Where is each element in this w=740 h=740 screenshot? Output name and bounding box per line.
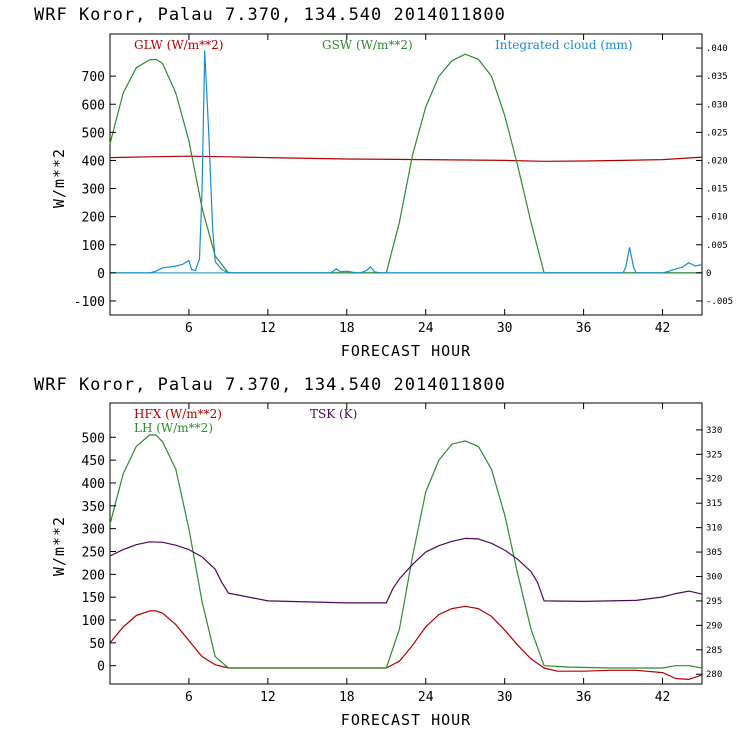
legend-hfx: HFX (W/m**2)	[134, 407, 222, 421]
top-series-line-gsw	[109, 53, 702, 274]
top-series-group	[109, 50, 703, 274]
bottom-x-axis-label: FORECAST HOUR	[341, 711, 471, 729]
bottom-x-tick-label: 42	[655, 690, 671, 705]
bottom-right-tick-label: 305	[706, 548, 722, 558]
top-y-ticks: -100 0 100 200 300 400 500 600 700	[74, 70, 116, 310]
top-x-tick-label: 42	[655, 321, 671, 336]
top-right-tick-label: .040	[706, 44, 728, 54]
top-series-line-glw	[109, 155, 703, 162]
top-y-tick-label: 200	[82, 211, 105, 226]
top-right-tick-label: -.005	[706, 297, 733, 307]
top-y-tick-label: 400	[82, 154, 105, 169]
bottom-right-ticks: 280 285 290 295 300 305 310 315 320 325 330	[696, 426, 722, 680]
bottom-series-line-tsk	[109, 537, 703, 604]
bottom-y-tick-label: 300	[82, 523, 105, 538]
top-right-tick-label: .030	[706, 100, 728, 110]
bottom-x-tick-label: 30	[497, 690, 513, 705]
bottom-x-tick-label: 6	[185, 690, 193, 705]
bottom-right-tick-label: 290	[706, 621, 722, 631]
legend-tsk: TSK (K)	[310, 407, 357, 421]
bottom-y-tick-label: 100	[82, 614, 105, 629]
top-right-tick-label: .005	[706, 241, 728, 251]
top-x-tick-label: 12	[260, 321, 276, 336]
bottom-x-tick-label: 12	[260, 690, 276, 705]
top-x-tick-label: 36	[576, 321, 592, 336]
bottom-y-tick-label: 500	[82, 431, 105, 446]
bottom-series-group	[109, 434, 703, 681]
top-right-tick-label: .020	[706, 156, 728, 166]
bottom-right-tick-label: 325	[706, 450, 722, 460]
bottom-y-axis-label: W/m**2	[50, 516, 68, 576]
top-panel: WRF Koror, Palau 7.370, 134.540 20140118…	[34, 5, 733, 360]
bottom-right-tick-label: 295	[706, 597, 722, 607]
top-y-tick-label: 300	[82, 183, 105, 198]
bottom-y-tick-label: 150	[82, 591, 105, 606]
bottom-right-tick-label: 315	[706, 499, 722, 509]
bottom-plot-frame	[109, 402, 703, 685]
top-y-tick-label: 0	[97, 267, 105, 282]
bottom-right-tick-label: 330	[706, 426, 722, 436]
legend-glw: GLW (W/m**2)	[134, 38, 223, 52]
bottom-right-tick-label: 285	[706, 646, 722, 656]
top-plot-frame	[109, 33, 703, 316]
top-y-tick-label: 500	[82, 126, 105, 141]
top-right-tick-label: .010	[706, 213, 728, 223]
legend-lh: LH (W/m**2)	[134, 421, 213, 435]
bottom-panel: WRF Koror, Palau 7.370, 134.540 20140118…	[34, 375, 722, 729]
top-y-tick-label: 600	[82, 98, 105, 113]
top-y-tick-label: 700	[82, 70, 105, 85]
legend-gsw: GSW (W/m**2)	[322, 38, 413, 52]
bottom-y-tick-label: 0	[97, 660, 105, 675]
top-y-tick-label: 100	[82, 239, 105, 254]
bottom-y-tick-label: 450	[82, 454, 105, 469]
bottom-right-tick-label: 320	[706, 475, 722, 485]
bottom-y-tick-label: 250	[82, 545, 105, 560]
top-x-axis-label: FORECAST HOUR	[341, 342, 471, 360]
bottom-y-tick-label: 350	[82, 500, 105, 515]
bottom-y-tick-label: 400	[82, 477, 105, 492]
bottom-x-tick-label: 18	[339, 690, 355, 705]
bottom-y-tick-label: 200	[82, 568, 105, 583]
bottom-x-tick-label: 24	[418, 690, 434, 705]
top-x-tick-label: 24	[418, 321, 434, 336]
bottom-y-tick-label: 50	[89, 637, 105, 652]
bottom-right-tick-label: 280	[706, 670, 722, 680]
top-right-tick-label: .025	[706, 128, 728, 138]
top-x-tick-label: 6	[185, 321, 193, 336]
top-chart-title: WRF Koror, Palau 7.370, 134.540 20140118…	[34, 5, 506, 25]
bottom-x-tick-label: 36	[576, 690, 592, 705]
bottom-x-ticks: 6 12 18 24 30 36 42	[185, 403, 670, 705]
top-x-tick-label: 30	[497, 321, 513, 336]
top-x-tick-label: 18	[339, 321, 355, 336]
bottom-right-tick-label: 310	[706, 524, 722, 534]
bottom-series-line-hfx	[109, 605, 703, 681]
top-right-ticks: -.005 0 .005 .010 .015 .020 .025 .030 .035 .040	[696, 44, 733, 307]
bottom-chart-title: WRF Koror, Palau 7.370, 134.540 20140118…	[34, 375, 506, 395]
top-x-ticks: 6 12 18 24 30 36 42	[185, 34, 670, 336]
bottom-y-ticks: 0 50 100 150 200 250 300 350 400 450 500	[82, 431, 116, 675]
top-y-axis-label: W/m**2	[50, 148, 68, 208]
top-right-tick-label: .015	[706, 185, 728, 195]
legend-integrated-cloud: Integrated cloud (mm)	[495, 38, 633, 52]
top-right-tick-label: .035	[706, 72, 728, 82]
bottom-series-line-lh	[109, 434, 703, 669]
bottom-right-tick-label: 300	[706, 572, 722, 582]
top-right-tick-label: 0	[706, 269, 711, 279]
top-series-line-integrated	[110, 50, 703, 274]
top-y-tick-label: -100	[74, 295, 105, 310]
